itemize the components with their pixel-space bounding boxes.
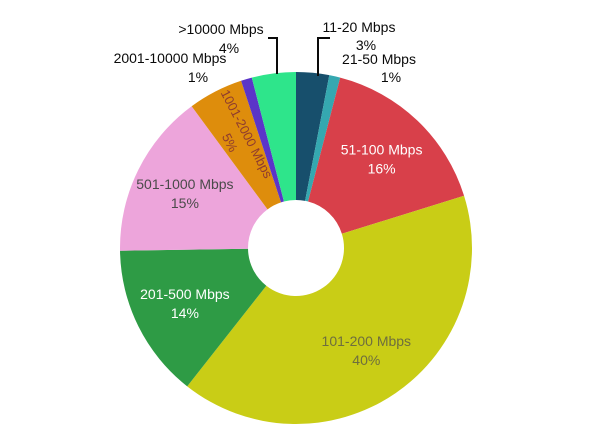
external-label-pct: 1% bbox=[380, 69, 402, 85]
pie-slice-51-100-mbps bbox=[308, 77, 465, 234]
slice-label-201-500-mbps: 201-500 Mbps 14% bbox=[140, 286, 230, 321]
slice-label-501-1000-mbps: 501-1000 Mbps 15% bbox=[136, 176, 233, 211]
pie-slice-501-1000-mbps bbox=[119, 106, 268, 251]
pie-slice-11-20-mbps bbox=[296, 72, 330, 201]
pie-slice-21-50-mbps bbox=[305, 75, 341, 202]
leader-line-11-20-mbps bbox=[317, 37, 330, 76]
external-label-text: 2001-10000 Mbps bbox=[113, 50, 227, 66]
leader-line-10000-mbps bbox=[268, 37, 278, 74]
pie-slice-201-500-mbps bbox=[120, 248, 267, 387]
pie-slice-10000-mbps bbox=[251, 72, 296, 202]
external-label-text: >10000 Mbps bbox=[178, 21, 264, 37]
external-label-text: 21-50 Mbps bbox=[342, 51, 416, 67]
pie-slice-2001-10000-mbps bbox=[241, 77, 284, 203]
pie-slice-1001-2000-mbps bbox=[191, 80, 282, 210]
external-label-pct: 1% bbox=[187, 69, 209, 85]
slice-label-101-200-mbps: 101-200 Mbps 40% bbox=[322, 333, 412, 368]
external-label-text: 11-20 Mbps bbox=[322, 19, 396, 35]
slice-label-51-100-mbps: 51-100 Mbps 16% bbox=[341, 141, 423, 176]
pie-slice-101-200-mbps bbox=[187, 195, 473, 425]
external-label-pct: 4% bbox=[218, 40, 240, 56]
external-label-pct: 3% bbox=[355, 37, 377, 53]
